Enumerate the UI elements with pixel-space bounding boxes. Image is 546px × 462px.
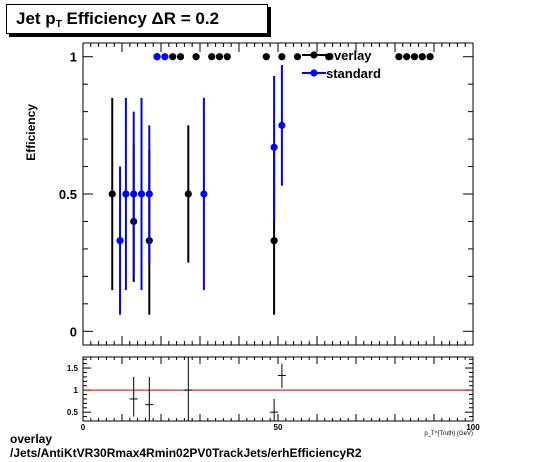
ratio-y-tick-label: 1: [74, 386, 79, 395]
legend-marker: [310, 51, 318, 59]
data-point: [192, 53, 200, 61]
data-point: [418, 53, 426, 61]
data-point: [223, 53, 231, 61]
ratio-y-tick-label: 1.5: [67, 364, 79, 373]
data-point: [278, 53, 286, 61]
plot-title-box: Jet pT Efficiency ΔR = 0.2: [6, 4, 268, 34]
ratio-frame: [82, 356, 474, 422]
data-point: [262, 53, 270, 61]
footer-line-2: /Jets/AntiKtVR30Rmax4Rmin02PV0TrackJets/…: [10, 446, 362, 460]
data-point: [215, 53, 224, 61]
main-y-tick-label: 0: [70, 324, 77, 339]
data-point: [137, 190, 146, 198]
plot-title: Jet pT Efficiency ΔR = 0.2: [16, 9, 220, 30]
main-panel: 0 0.5 1 Efficiency overlay standard: [24, 42, 474, 346]
data-point: [395, 53, 403, 61]
data-point: [270, 237, 278, 245]
data-point: [208, 53, 216, 61]
series-standard: [116, 53, 286, 315]
data-point: [153, 53, 161, 61]
data-point: [176, 53, 185, 61]
legend-label-standard: standard: [326, 66, 381, 81]
ratio-points: [129, 357, 286, 421]
data-point: [410, 53, 419, 61]
ratio-x-tick-label: 0: [81, 423, 86, 432]
data-point: [270, 143, 278, 151]
x-axis-label: p_T^{Truth} (GeV): [424, 431, 473, 437]
footer-line-1: overlay: [10, 432, 53, 446]
data-point: [122, 190, 130, 198]
legend-marker: [310, 69, 318, 77]
data-point: [426, 53, 434, 61]
ratio-x-tick-label: 50: [274, 423, 283, 432]
y-axis-label: Efficiency: [24, 104, 38, 161]
data-point: [200, 190, 208, 198]
data-point: [130, 190, 138, 198]
legend: overlay standard: [302, 48, 381, 81]
data-point: [145, 190, 153, 198]
data-point: [108, 190, 116, 198]
ratio-x-tick-label: 100: [466, 423, 480, 432]
data-point: [293, 53, 302, 61]
main-y-tick-label: 0.5: [59, 187, 77, 202]
data-point: [278, 121, 286, 129]
data-point: [184, 190, 192, 198]
main-y-tick-label: 1: [70, 50, 77, 65]
data-point: [169, 53, 177, 61]
data-point: [161, 53, 169, 61]
legend-label-overlay: overlay: [326, 48, 372, 63]
data-point: [403, 53, 411, 61]
data-point: [116, 237, 124, 245]
ratio-y-tick-label: 0.5: [67, 408, 79, 417]
data-point: [325, 53, 333, 61]
